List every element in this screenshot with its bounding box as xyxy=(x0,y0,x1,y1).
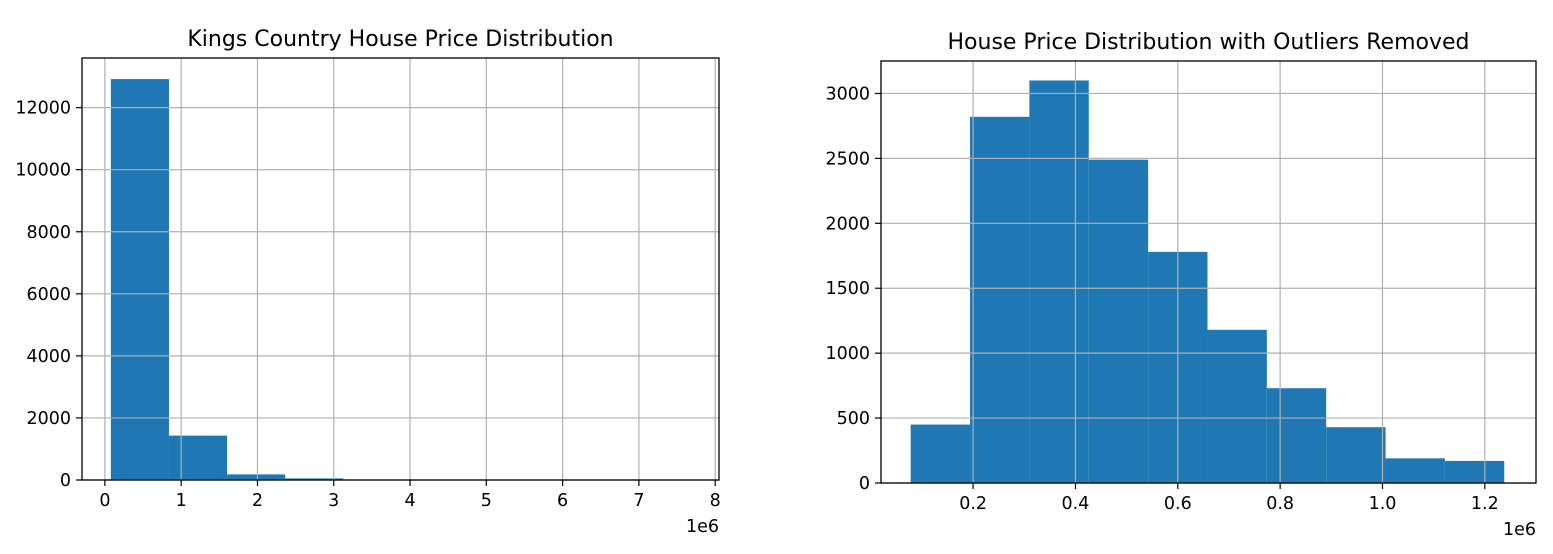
x-tick-label: 4 xyxy=(404,491,415,511)
histogram-bar xyxy=(227,474,286,480)
histogram-bar xyxy=(1207,329,1267,483)
y-tick-label: 8000 xyxy=(26,223,71,243)
y-tick-label: 2000 xyxy=(26,409,71,429)
axis-ticks: 0 1 2 3 4 5 6 7 8 0 2000 4000 6000 8000 10000 12000 xyxy=(15,99,720,511)
x-tick-label: 1 xyxy=(176,491,187,511)
x-tick-label: 0 xyxy=(99,491,110,511)
chart-title: House Price Distribution with Outliers R… xyxy=(948,30,1470,55)
histogram-bar xyxy=(910,424,971,483)
x-tick-label: 7 xyxy=(633,491,644,511)
chart-price-distribution: 0 1 2 3 4 5 6 7 8 0 2000 4000 6000 8000 10000 12000 Kin… xyxy=(15,27,720,537)
histogram-bar xyxy=(970,116,1030,483)
histogram-bar xyxy=(1385,458,1445,483)
histogram-bar xyxy=(285,478,344,480)
axes-frame xyxy=(880,60,1537,484)
grid-lines xyxy=(82,58,719,481)
x-tick-label: 8 xyxy=(710,491,721,511)
y-tick-label: 0 xyxy=(859,474,870,494)
histogram-bar xyxy=(1266,388,1327,483)
x-tick-label: 3 xyxy=(328,491,339,511)
histogram-bar xyxy=(168,435,228,480)
y-tick-label: 2000 xyxy=(825,214,870,234)
x-tick-label: 2 xyxy=(252,491,263,511)
chart-title: Kings Country House Price Distribution xyxy=(187,27,613,52)
histogram-bar xyxy=(1326,427,1386,483)
histogram-bars xyxy=(910,80,1505,483)
x-tick-label: 1.2 xyxy=(1471,494,1499,514)
x-tick-label: 1.0 xyxy=(1369,494,1397,514)
y-tick-label: 3000 xyxy=(825,84,870,104)
chart-price-distribution-outliers-removed: 0.2 0.4 0.6 0.8 1.0 1.2 0 500 1000 1500 2000 2500 30… xyxy=(825,30,1537,540)
x-tick-label: 0.6 xyxy=(1164,494,1192,514)
histogram-bar xyxy=(1444,460,1505,483)
x-offset-label: 1e6 xyxy=(1503,520,1536,540)
y-tick-label: 500 xyxy=(837,409,870,429)
histogram-bar xyxy=(1029,80,1089,483)
y-tick-label: 6000 xyxy=(26,285,71,305)
x-tick-label: 0.4 xyxy=(1062,494,1090,514)
histogram-bar xyxy=(110,79,169,480)
y-tick-label: 4000 xyxy=(26,347,71,367)
axes-frame xyxy=(81,57,720,481)
y-tick-label: 0 xyxy=(60,471,71,491)
x-tick-label: 0.8 xyxy=(1266,494,1294,514)
x-tick-label: 0.2 xyxy=(959,494,987,514)
x-offset-label: 1e6 xyxy=(686,517,719,537)
y-tick-label: 2500 xyxy=(825,149,870,169)
y-tick-label: 10000 xyxy=(15,161,71,181)
y-tick-label: 1000 xyxy=(825,344,870,364)
y-tick-label: 1500 xyxy=(825,279,870,299)
histogram-bar xyxy=(1088,159,1149,483)
x-tick-label: 6 xyxy=(557,491,568,511)
x-tick-label: 5 xyxy=(481,491,492,511)
y-tick-label: 12000 xyxy=(15,99,71,119)
histogram-bars xyxy=(110,79,693,480)
axis-ticks: 0.2 0.4 0.6 0.8 1.0 1.2 0 500 1000 1500 2000 2500 30… xyxy=(825,84,1498,514)
